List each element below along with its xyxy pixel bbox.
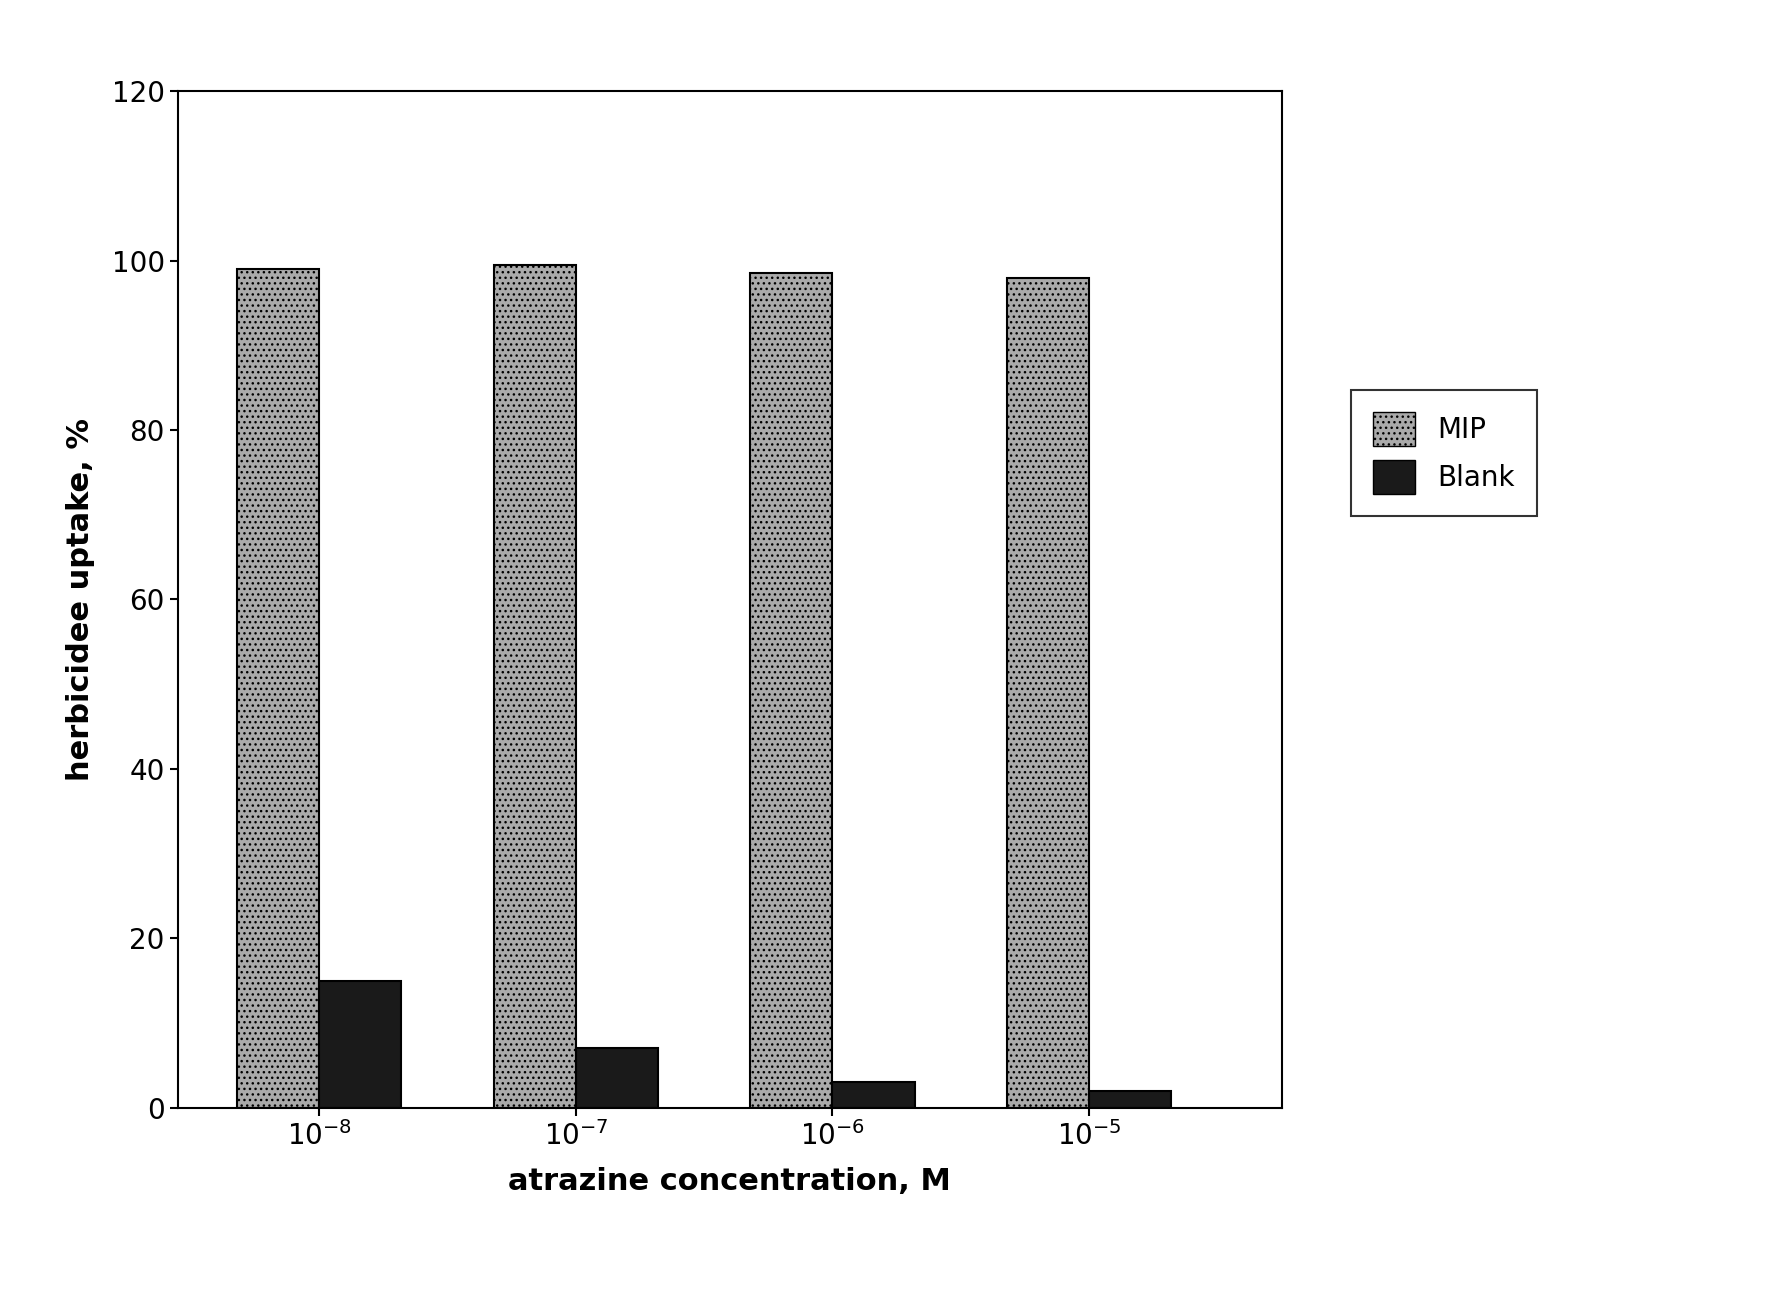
Bar (833, 1081, 915, 1108)
Bar (1007, 278, 1089, 1108)
Bar (237, 270, 319, 1108)
Y-axis label: herbicidee uptake, %: herbicidee uptake, % (66, 418, 94, 780)
Bar (575, 1048, 659, 1108)
X-axis label: atrazine concentration, M: atrazine concentration, M (509, 1167, 951, 1196)
Bar (319, 980, 400, 1108)
Bar (493, 265, 575, 1108)
Bar (751, 274, 833, 1108)
Legend: MIP, Blank: MIP, Blank (1351, 390, 1536, 516)
Bar (1089, 1091, 1171, 1108)
